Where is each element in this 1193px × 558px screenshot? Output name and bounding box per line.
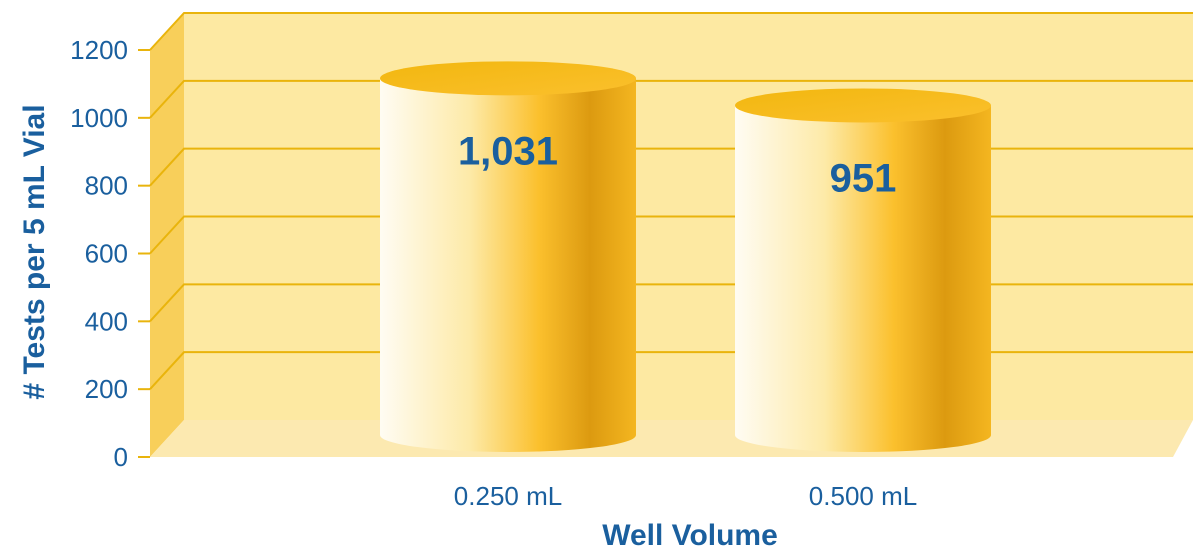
y-tick-label: 1000: [70, 103, 128, 133]
chart-background: [150, 13, 1193, 457]
y-axis: 0 200 400 600 800 1000 1200: [70, 35, 150, 472]
y-tick-label: 800: [85, 171, 128, 201]
data-labels: 1,031 951: [458, 129, 896, 200]
y-axis-title: # Tests per 5 mL Vial: [18, 104, 51, 399]
gridline: [149, 79, 1193, 119]
x-tick-label: 0.250 mL: [454, 481, 562, 511]
y-tick-label: 0: [114, 442, 128, 472]
bars: [380, 61, 991, 453]
gridline: [149, 12, 1193, 51]
data-label: 1,031: [458, 129, 558, 173]
floor: [150, 420, 1193, 457]
data-label: 951: [830, 156, 897, 200]
y-tick-label: 600: [85, 239, 128, 269]
bar: [735, 88, 991, 452]
bar-body: [735, 105, 991, 452]
x-axis: 0.250 mL 0.500 mL: [454, 481, 917, 511]
bar-top: [380, 61, 636, 96]
x-tick-label: 0.500 mL: [809, 481, 917, 511]
y-tick-label: 1200: [70, 35, 128, 65]
bar: [380, 61, 636, 453]
y-tick-label: 200: [85, 374, 128, 404]
x-axis-title: Well Volume: [602, 519, 778, 552]
bar-body: [380, 78, 636, 453]
bar-top: [735, 88, 991, 123]
y-tick-label: 400: [85, 306, 128, 336]
